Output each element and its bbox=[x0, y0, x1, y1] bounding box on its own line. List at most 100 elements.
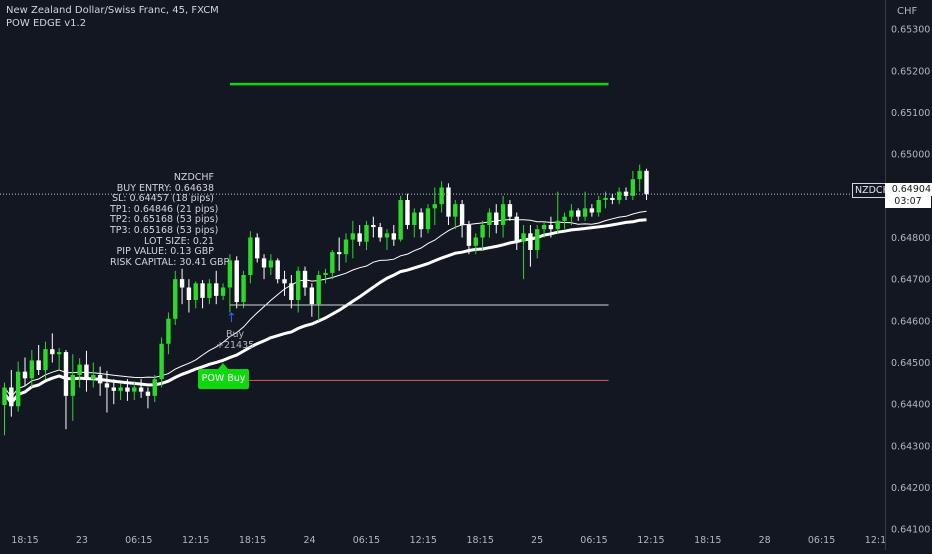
candle-body bbox=[446, 187, 451, 217]
candle-body bbox=[282, 279, 287, 284]
candle-body bbox=[50, 349, 55, 355]
bar-countdown: 03:07 bbox=[885, 196, 931, 208]
candle-body bbox=[104, 383, 110, 388]
price-axis[interactable]: 0.653000.652000.651000.650000.649000.648… bbox=[885, 0, 932, 550]
price-tag-value: 0.64904 bbox=[885, 183, 932, 196]
candle-body bbox=[193, 283, 198, 300]
slow-ma-line bbox=[3, 218, 647, 406]
candle-body bbox=[43, 349, 48, 370]
candle-body bbox=[569, 210, 574, 217]
candle-body bbox=[248, 237, 253, 275]
candle-body bbox=[138, 387, 144, 392]
candle-body bbox=[145, 391, 151, 396]
candle-body bbox=[589, 208, 595, 213]
y-tick-label: 0.65300 bbox=[891, 25, 930, 36]
candle-body bbox=[521, 233, 526, 242]
candle-body bbox=[214, 283, 219, 296]
candle-body bbox=[384, 233, 390, 238]
candle-body bbox=[480, 225, 485, 238]
candle-body bbox=[36, 360, 41, 370]
y-tick-label: 0.64500 bbox=[891, 358, 930, 369]
x-tick-label: 18:15 bbox=[694, 535, 721, 546]
indicator-name[interactable]: POW EDGE v1.2 bbox=[6, 18, 87, 29]
candle-body bbox=[603, 197, 608, 200]
x-tick-label: 23 bbox=[76, 535, 88, 546]
candle-body bbox=[132, 387, 137, 392]
candle-body bbox=[425, 208, 431, 230]
candle-body bbox=[91, 375, 96, 380]
candle-body bbox=[596, 200, 601, 213]
candle-body bbox=[111, 387, 116, 391]
candle-body bbox=[241, 275, 246, 303]
y-tick-label: 0.64400 bbox=[891, 400, 930, 411]
candle-body bbox=[63, 352, 69, 396]
candle-body bbox=[528, 233, 533, 250]
x-tick-label: 28 bbox=[759, 535, 771, 546]
candle-body bbox=[330, 252, 335, 273]
candle-body bbox=[535, 229, 540, 250]
candle-body bbox=[295, 270, 301, 300]
info-line: TP1: 0.64846 (21 pips) bbox=[110, 203, 219, 215]
candle-body bbox=[9, 387, 14, 407]
y-tick-label: 0.65100 bbox=[891, 108, 930, 119]
candle-body bbox=[494, 212, 499, 225]
pow-buy-badge[interactable]: POW Buy bbox=[198, 363, 249, 389]
candle-body bbox=[418, 212, 424, 230]
arrow-up-icon: ↑ bbox=[226, 311, 237, 326]
price-chart[interactable]: 18:15 23 06:15 12:15 18:15 24 06:15 12:15 18:15 2… bbox=[0, 0, 892, 550]
info-line: NZDCHF bbox=[173, 172, 214, 183]
candle-body bbox=[15, 371, 21, 407]
y-tick-label: 0.64100 bbox=[891, 525, 930, 536]
candle-body bbox=[200, 283, 205, 298]
buy-signal-text: Buy bbox=[226, 329, 245, 340]
candle-body bbox=[405, 200, 410, 225]
candle-body bbox=[466, 225, 472, 246]
candle-body bbox=[623, 191, 629, 196]
candle-body bbox=[412, 212, 417, 225]
candle-body bbox=[507, 204, 513, 217]
x-tick-label: 12:15 bbox=[182, 535, 209, 546]
candle-body bbox=[391, 233, 397, 240]
candle-body bbox=[152, 379, 157, 396]
candle-body bbox=[166, 318, 171, 344]
candle-body bbox=[377, 227, 383, 238]
candle-body bbox=[562, 216, 567, 221]
candle-body bbox=[179, 279, 185, 288]
y-tick-label: 0.65000 bbox=[891, 150, 930, 161]
candle-body bbox=[432, 204, 437, 209]
candle-body bbox=[2, 387, 7, 405]
candle-body bbox=[22, 371, 28, 379]
candle-body bbox=[220, 287, 226, 296]
candle-body bbox=[309, 287, 315, 305]
candle-body bbox=[453, 204, 458, 217]
y-tick-label: 0.64300 bbox=[891, 441, 930, 452]
y-tick-label: 0.64800 bbox=[891, 233, 930, 244]
fast-ma-line bbox=[4, 210, 647, 398]
candle-body bbox=[227, 260, 233, 288]
x-tick-label: 12:15 bbox=[410, 535, 437, 546]
candle-body bbox=[118, 387, 123, 391]
candle-body bbox=[255, 237, 260, 259]
candle-body bbox=[357, 233, 362, 242]
candle-body bbox=[541, 225, 547, 230]
candle-body bbox=[637, 170, 642, 180]
candle-body bbox=[630, 179, 636, 196]
candle-body bbox=[548, 225, 554, 230]
candle-body bbox=[125, 387, 130, 392]
price-axis-labels: 0.653000.652000.651000.650000.649000.648… bbox=[891, 25, 930, 536]
candle-body bbox=[343, 239, 349, 255]
chart-canvas[interactable]: 18:15 23 06:15 12:15 18:15 24 06:15 12:15 18:15 2… bbox=[0, 0, 892, 550]
x-tick-label: 12:15 bbox=[637, 535, 664, 546]
candle-body bbox=[500, 204, 506, 225]
candle-body bbox=[56, 352, 62, 355]
candle-body bbox=[617, 191, 622, 200]
x-tick-label: 25 bbox=[531, 535, 543, 546]
x-tick-label: 18:15 bbox=[11, 535, 38, 546]
x-tick-label: 06:15 bbox=[808, 535, 835, 546]
y-tick-label: 0.64700 bbox=[891, 275, 930, 286]
axis-currency: CHF bbox=[897, 6, 918, 17]
chart-header: New Zealand Dollar/Swiss Franc, 45, FXCM… bbox=[6, 4, 219, 30]
candle-body bbox=[159, 343, 164, 380]
x-tick-label: 06:15 bbox=[580, 535, 607, 546]
x-tick-label: 06:15 bbox=[353, 535, 380, 546]
